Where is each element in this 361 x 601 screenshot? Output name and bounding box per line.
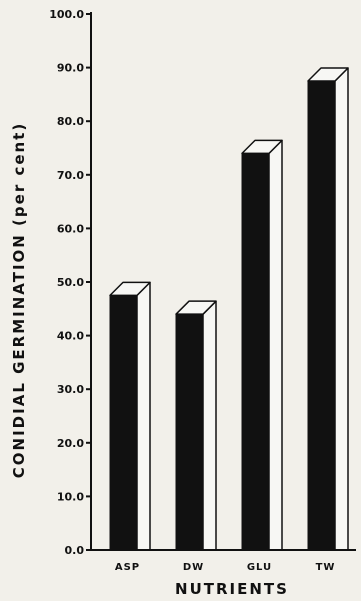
x-tick-label: GLU: [247, 562, 272, 573]
y-tick-label: 20.0: [57, 437, 84, 450]
x-axis-tick-labels: ASP DW GLU TW: [115, 562, 336, 573]
y-tick-label: 70.0: [57, 169, 84, 182]
bar-glu: [241, 139, 283, 551]
bar-side-face: [268, 139, 283, 551]
y-tick-label: 50.0: [57, 276, 84, 289]
y-tick-label: 100.0: [49, 8, 84, 21]
y-tick-label: 80.0: [57, 115, 84, 128]
bar-front-face: [175, 313, 204, 551]
y-tick-label: 0.0: [65, 544, 85, 557]
bar-side-face: [202, 300, 217, 551]
bar-front-face: [307, 80, 336, 551]
y-tick-label: 40.0: [57, 330, 84, 343]
bar-side-face: [334, 67, 349, 551]
y-tick-label: 30.0: [57, 383, 84, 396]
bar-front-face: [241, 152, 270, 551]
bar-side-face: [136, 281, 151, 551]
bar-tw: [307, 67, 349, 551]
x-axis-title: NUTRIENTS: [175, 580, 289, 598]
x-tick-label: ASP: [115, 562, 140, 573]
y-tick-label: 10.0: [57, 490, 84, 503]
bar-dw: [175, 300, 217, 551]
y-axis-title: CONIDIAL GERMINATION (per cent): [10, 122, 28, 478]
bar-asp: [109, 281, 151, 551]
y-tick-label: 60.0: [57, 222, 84, 235]
x-tick-label: TW: [316, 562, 336, 573]
bars: [109, 67, 349, 551]
x-tick-label: DW: [183, 562, 204, 573]
y-tick-label: 90.0: [57, 62, 84, 75]
y-axis-ticks: 0.0 10.0 20.0 30.0 40.0 50.0 60.0 70.0 80.0 90.0 1…: [49, 8, 91, 557]
bar-front-face: [109, 294, 138, 551]
